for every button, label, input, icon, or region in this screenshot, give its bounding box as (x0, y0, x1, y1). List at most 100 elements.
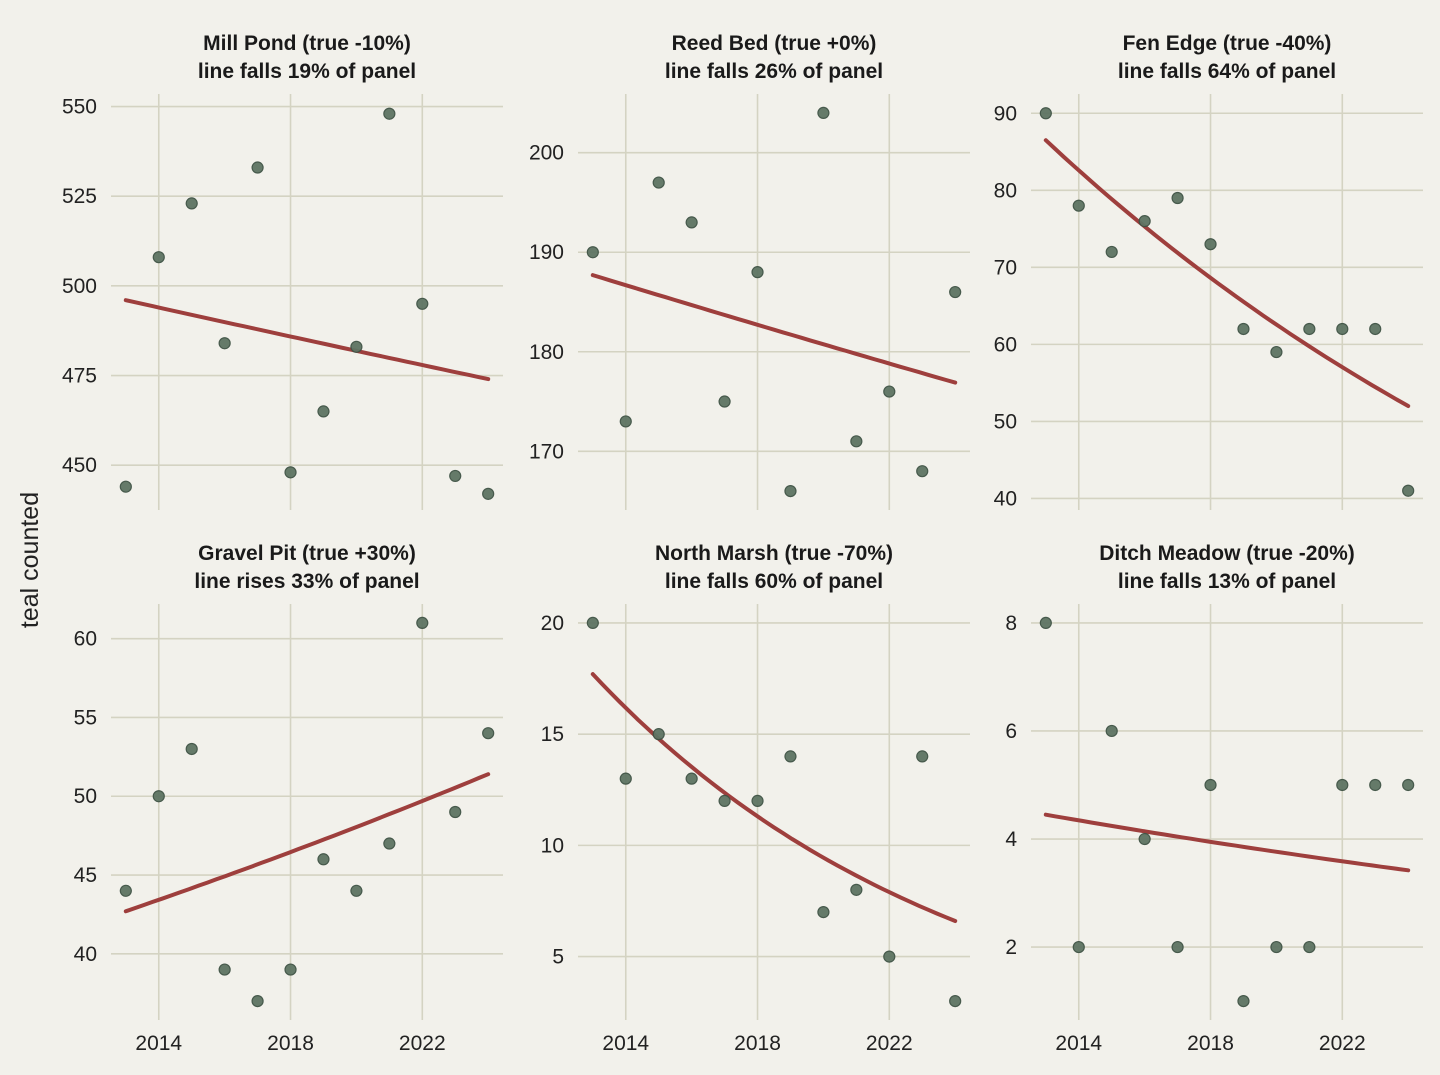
data-point (317, 853, 330, 866)
panel-subtitle: line falls 13% of panel (1118, 570, 1336, 593)
data-point (350, 884, 363, 897)
data-point (916, 750, 929, 763)
trend-line (1043, 812, 1411, 873)
data-point (317, 405, 330, 418)
data-point (1237, 994, 1250, 1008)
panel-subtitle: line falls 26% of panel (665, 60, 883, 83)
y-tick-label: 170 (529, 440, 564, 463)
x-tick-label: 2018 (267, 1032, 314, 1055)
panel-subtitle: line falls 60% of panel (665, 570, 883, 593)
data-point (251, 161, 264, 174)
data-point (718, 794, 731, 807)
data-point (1402, 778, 1415, 792)
data-point (1171, 940, 1184, 954)
data-point (619, 772, 632, 785)
data-point (185, 197, 198, 210)
panel-2: 170 180 190 200 Reed Bed (true +0%) line fall… (529, 32, 970, 510)
data-point (416, 616, 429, 630)
data-point (251, 994, 264, 1008)
data-point (350, 340, 363, 353)
data-point (119, 884, 132, 897)
data-point (1336, 778, 1349, 792)
data-point (751, 794, 764, 807)
y-tick-label: 6 (1005, 720, 1017, 743)
data-point (152, 790, 165, 803)
data-point (1237, 322, 1250, 336)
trend-line (123, 298, 491, 382)
data-point (218, 963, 231, 976)
data-point (152, 251, 165, 264)
panel-3: 40 50 60 70 80 90 Fen Edge (true -40%) line fal… (994, 32, 1423, 510)
x-tick-label: 2022 (1319, 1032, 1366, 1055)
data-point (1303, 322, 1316, 336)
data-point (817, 906, 830, 919)
data-point (949, 994, 962, 1008)
y-tick-label: 15 (541, 723, 564, 746)
panel-subtitle: line falls 19% of panel (198, 60, 416, 83)
data-point (1072, 940, 1085, 954)
y-tick-label: 450 (62, 454, 97, 477)
data-point (1336, 322, 1349, 336)
data-point (1039, 616, 1052, 630)
trend-line (123, 772, 491, 914)
panel-title: Fen Edge (true -40%) (1123, 32, 1332, 55)
panel-title: Mill Pond (true -10%) (203, 32, 411, 55)
data-point (850, 435, 863, 448)
data-point (383, 837, 396, 850)
data-point (1039, 107, 1052, 120)
x-tick-label: 2022 (399, 1032, 446, 1055)
data-point (1105, 245, 1118, 259)
data-point (817, 106, 830, 120)
panel-title: North Marsh (true -70%) (655, 542, 893, 565)
y-tick-label: 20 (541, 612, 564, 635)
data-point (784, 750, 797, 763)
panel-subtitle: line falls 64% of panel (1118, 60, 1336, 83)
y-tick-label: 70 (994, 256, 1017, 279)
y-tick-label: 4 (1005, 828, 1017, 851)
data-point (284, 466, 297, 479)
y-tick-label: 80 (994, 179, 1017, 202)
data-point (883, 385, 896, 398)
data-point (1270, 940, 1283, 954)
trend-line (590, 672, 958, 923)
y-tick-label: 50 (994, 410, 1017, 433)
y-tick-label: 200 (529, 142, 564, 165)
y-tick-label: 2 (1005, 936, 1017, 959)
y-tick-label: 40 (994, 487, 1017, 510)
y-tick-label: 8 (1005, 612, 1017, 635)
data-point (586, 246, 599, 259)
y-tick-label: 500 (62, 275, 97, 298)
data-point (482, 487, 495, 500)
x-tick-label: 2014 (1055, 1032, 1102, 1055)
data-point (1138, 215, 1151, 228)
x-tick-label: 2022 (866, 1032, 913, 1055)
data-point (619, 415, 632, 428)
panel-title: Gravel Pit (true +30%) (198, 542, 416, 565)
y-tick-label: 10 (541, 834, 564, 857)
y-tick-label: 5 (552, 946, 564, 969)
y-tick-label: 60 (994, 333, 1017, 356)
data-point (1105, 724, 1118, 738)
data-point (449, 805, 462, 819)
y-tick-label: 550 (62, 96, 97, 119)
data-point (119, 480, 132, 493)
data-point (850, 883, 863, 896)
y-axis-label: teal counted (16, 492, 44, 628)
data-point (718, 395, 731, 408)
panel-subtitle: line rises 33% of panel (194, 570, 419, 593)
data-point (916, 465, 929, 478)
trend-line (590, 273, 958, 385)
data-point (1204, 238, 1217, 251)
data-point (1303, 940, 1316, 954)
y-tick-label: 525 (62, 185, 97, 208)
data-point (1171, 191, 1184, 205)
data-point (784, 484, 797, 498)
data-point (1204, 778, 1217, 792)
x-tick-label: 2014 (135, 1032, 182, 1055)
panel-1: 450 475 500 525 550 Mill Pond (true -10%) line… (62, 32, 503, 510)
data-point (185, 742, 198, 756)
y-tick-label: 55 (74, 706, 97, 729)
panel-title: Ditch Meadow (true -20%) (1099, 542, 1355, 565)
